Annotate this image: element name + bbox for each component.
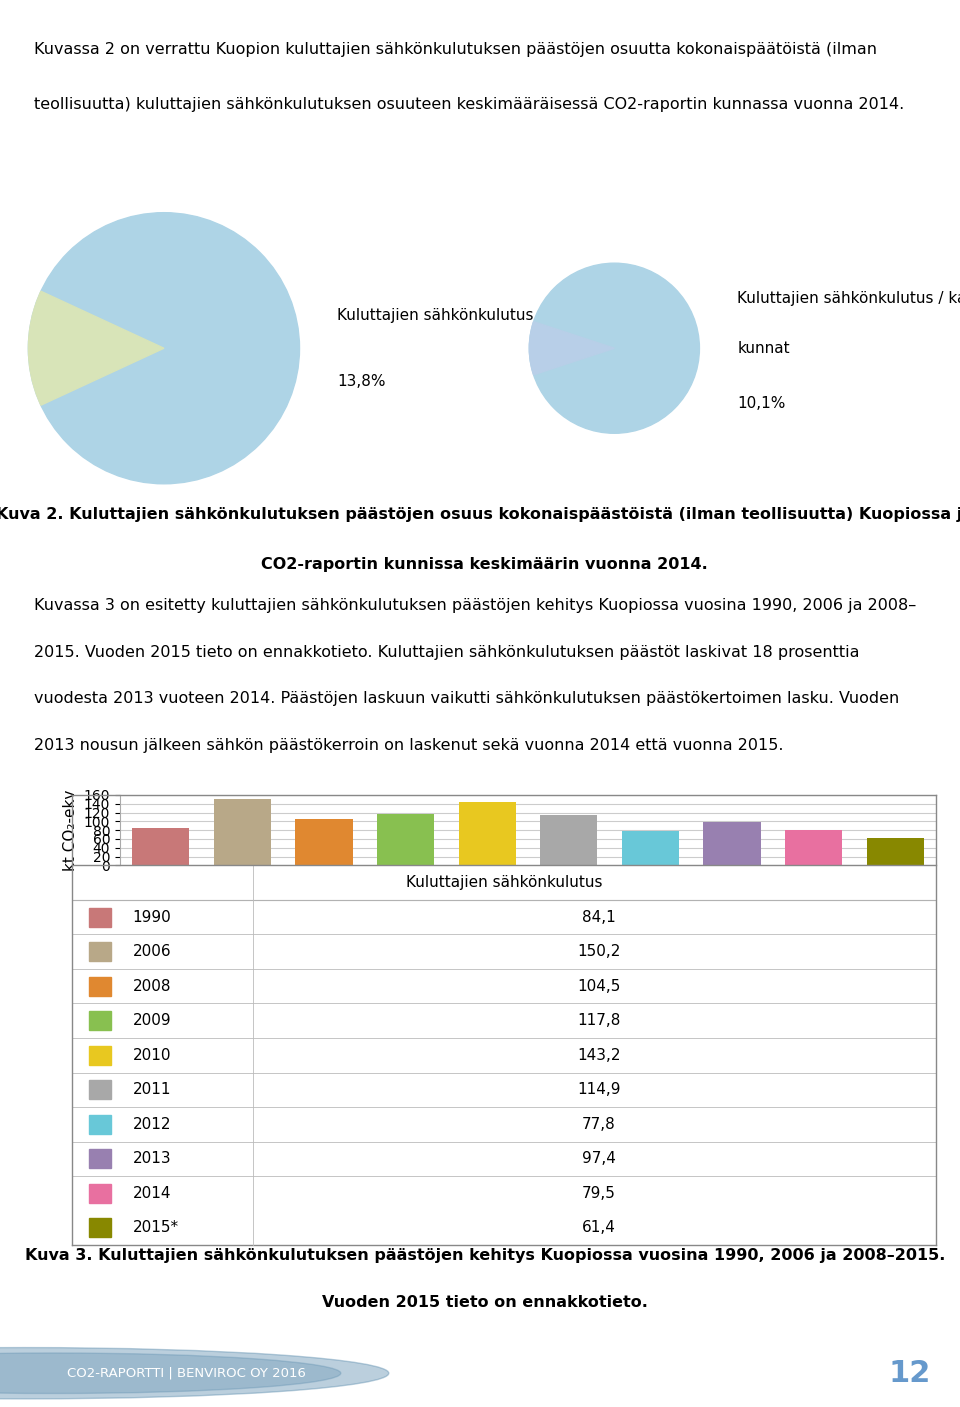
Text: 2014: 2014 [132, 1186, 171, 1202]
Text: Kuva 2. Kuluttajien sähkönkulutuksen päästöjen osuus kokonaispäästöistä (ilman t: Kuva 2. Kuluttajien sähkönkulutuksen pää… [0, 507, 960, 522]
Text: Kuva 3. Kuluttajien sähkönkulutuksen päästöjen kehitys Kuopiossa vuosina 1990, 2: Kuva 3. Kuluttajien sähkönkulutuksen pää… [25, 1248, 945, 1263]
Circle shape [29, 212, 300, 484]
Circle shape [0, 1348, 389, 1399]
Text: CO2-raportin kunnissa keskimäärin vuonna 2014.: CO2-raportin kunnissa keskimäärin vuonna… [261, 557, 708, 571]
Text: 10,1%: 10,1% [737, 395, 785, 411]
Text: 84,1: 84,1 [582, 909, 616, 924]
Text: 77,8: 77,8 [582, 1117, 616, 1131]
Wedge shape [529, 322, 614, 374]
Circle shape [529, 263, 700, 433]
Bar [89, 1183, 110, 1203]
Text: 79,5: 79,5 [582, 1186, 616, 1202]
Bar [89, 976, 110, 996]
Text: vuodesta 2013 vuoteen 2014. Päästöjen laskuun vaikutti sähkönkulutuksen päästöke: vuodesta 2013 vuoteen 2014. Päästöjen la… [34, 691, 899, 706]
Bar [867, 839, 924, 865]
Text: CO2-RAPORTTI | BENVIROC OY 2016: CO2-RAPORTTI | BENVIROC OY 2016 [67, 1366, 306, 1380]
Bar [785, 830, 842, 865]
Bar [89, 1081, 110, 1099]
Text: Kuluttajien sähkönkulutus: Kuluttajien sähkönkulutus [406, 875, 602, 891]
Text: 143,2: 143,2 [577, 1048, 621, 1062]
Bar [377, 813, 434, 865]
Bar [89, 943, 110, 961]
Bar [704, 823, 760, 865]
Text: 1990: 1990 [132, 909, 171, 924]
Text: 2006: 2006 [132, 944, 171, 960]
Text: 104,5: 104,5 [577, 979, 621, 993]
Text: 13,8%: 13,8% [337, 374, 386, 388]
Text: 97,4: 97,4 [582, 1151, 616, 1166]
Text: 114,9: 114,9 [577, 1082, 621, 1097]
Text: 2015*: 2015* [132, 1220, 179, 1235]
Text: Vuoden 2015 tieto on ennakkotieto.: Vuoden 2015 tieto on ennakkotieto. [322, 1296, 648, 1310]
Bar [132, 829, 189, 865]
Text: Kuvassa 3 on esitetty kuluttajien sähkönkulutuksen päästöjen kehitys Kuopiossa v: Kuvassa 3 on esitetty kuluttajien sähkön… [34, 598, 916, 613]
Text: 2010: 2010 [132, 1048, 171, 1062]
Bar [89, 908, 110, 927]
Text: 2015. Vuoden 2015 tieto on ennakkotieto. Kuluttajien sähkönkulutuksen päästöt la: 2015. Vuoden 2015 tieto on ennakkotieto.… [34, 644, 859, 660]
Text: 12: 12 [889, 1359, 931, 1387]
Text: kunnat: kunnat [737, 340, 790, 356]
Text: 2008: 2008 [132, 979, 171, 993]
Text: 117,8: 117,8 [577, 1013, 621, 1029]
Text: Kuvassa 2 on verrattu Kuopion kuluttajien sähkönkulutuksen päästöjen osuutta kok: Kuvassa 2 on verrattu Kuopion kuluttajie… [34, 42, 876, 58]
Bar [89, 1012, 110, 1030]
Bar [89, 1150, 110, 1168]
Bar [296, 819, 352, 865]
Bar [89, 1218, 110, 1237]
Text: 2013 nousun jälkeen sähkön päästökerroin on laskenut sekä vuonna 2014 että vuonn: 2013 nousun jälkeen sähkön päästökerroin… [34, 737, 783, 753]
Wedge shape [29, 291, 164, 405]
Bar [89, 1045, 110, 1065]
Text: Kuluttajien sähkönkulutus: Kuluttajien sähkönkulutus [337, 308, 534, 322]
Bar [214, 799, 271, 865]
Text: Kuluttajien sähkönkulutus / kaikki: Kuluttajien sähkönkulutus / kaikki [737, 291, 960, 307]
Bar [622, 832, 679, 865]
Bar [459, 802, 516, 865]
Bar [540, 815, 597, 865]
Text: 2011: 2011 [132, 1082, 171, 1097]
Text: 61,4: 61,4 [582, 1220, 616, 1235]
Circle shape [0, 1354, 341, 1393]
Y-axis label: kt CO₂-ekv: kt CO₂-ekv [63, 789, 78, 871]
Bar [89, 1114, 110, 1134]
Text: teollisuutta) kuluttajien sähkönkulutuksen osuuteen keskimääräisessä CO2-raporti: teollisuutta) kuluttajien sähkönkulutuks… [34, 97, 904, 113]
Text: 2012: 2012 [132, 1117, 171, 1131]
Text: 2013: 2013 [132, 1151, 171, 1166]
Text: 2009: 2009 [132, 1013, 171, 1029]
Text: 150,2: 150,2 [577, 944, 621, 960]
